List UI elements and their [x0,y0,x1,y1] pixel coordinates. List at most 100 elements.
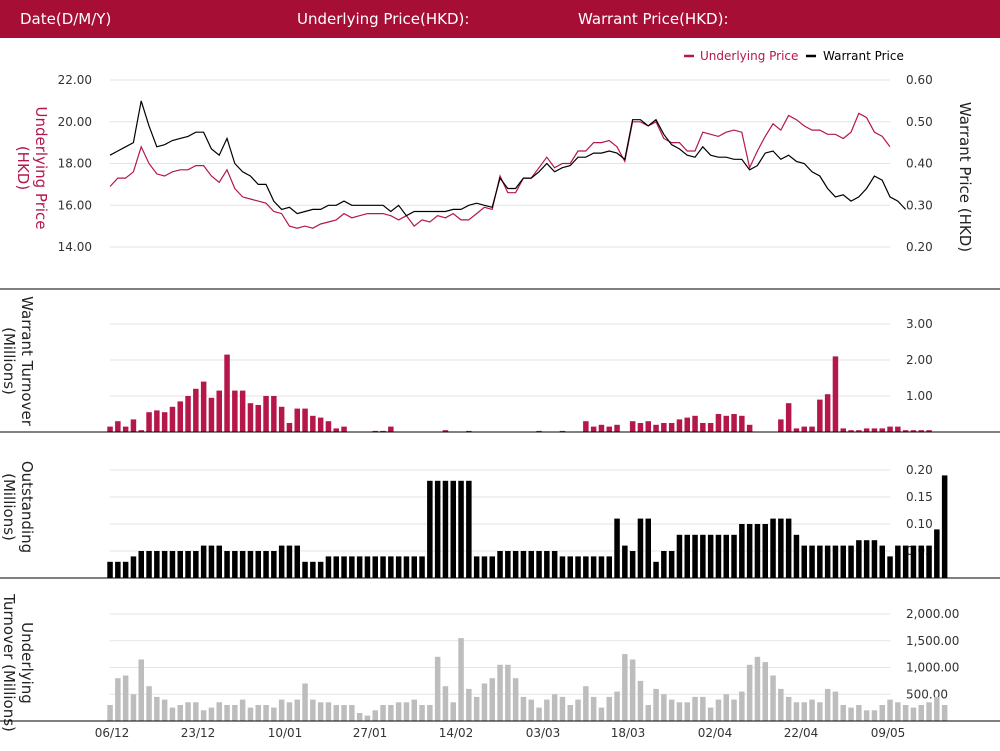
warrant-turnover-bar [177,401,183,432]
warrant-turnover-bar [286,423,293,432]
underlying-turnover-bar [130,694,137,722]
underlying-turnover-bar [895,702,901,721]
warrant-turnover-bar [801,426,807,432]
outstanding-bar [762,524,768,578]
underlying-turnover-bar [271,707,277,721]
underlying-turnover-bar [216,702,222,721]
warrant-turnover-bar [739,415,745,432]
underlying-turnover-bar [622,654,628,721]
y-tick-label: 1,000.00 [906,661,959,675]
outstanding-bar [926,545,932,578]
y-left-tick-label: 16.00 [58,198,92,212]
warrant-turnover-bar [302,408,308,432]
outstanding-bar [278,545,285,578]
outstanding-bar [692,534,698,578]
y-tick-label: 2.00 [906,353,933,367]
underlying-turnover-bar [801,702,807,721]
outstanding-bar [606,556,612,578]
warrant-turnover-bar [715,414,722,432]
warrant-turnover-bar [793,428,800,432]
outstanding-bar [863,540,870,578]
outstanding-bar [450,480,456,578]
y-left-tick-label: 18.00 [58,157,92,171]
warrant-turnover-bar [879,428,885,432]
warrant-turnover-bar [388,426,394,432]
outstanding-bar [310,561,316,578]
warrant-turnover-bar [583,421,589,432]
underlying-turnover-bar [263,705,269,721]
underlying-turnover-bar [700,696,706,721]
outstanding-bar [497,551,503,578]
underlying-turnover-bar [684,702,690,721]
outstanding-bar [871,540,878,578]
outstanding-bar [668,551,675,578]
warrant-price-line [109,100,907,217]
underlying-turnover-bar [809,699,815,721]
underlying-turnover-bar [793,702,800,721]
warrant-price-label: Warrant Price(HKD): [578,10,729,28]
outstanding-bar [395,556,402,578]
outstanding-bar [247,551,254,578]
warrant-turnover-bar [809,426,815,432]
x-tick-label: 27/01 [353,726,388,740]
outstanding-bar [434,480,441,578]
outstanding-bar [403,556,410,578]
outstanding-bar [138,551,144,578]
underlying-turnover-bar [739,691,745,721]
warrant-turnover-bar [746,424,753,432]
outstanding-bar [536,551,542,578]
underlying-turnover-bar [848,707,854,721]
warrant-turnover-bar [637,423,644,432]
outstanding-bar [622,545,628,578]
underlying-turnover-bar [154,696,160,721]
underlying-turnover-bar [489,678,495,721]
underlying-turnover-bar [458,638,464,721]
underlying-turnover-bar [208,707,215,721]
outstanding-bar [551,551,558,578]
underlying-turnover-bar [497,664,503,721]
outstanding-bar [707,534,714,578]
outstanding-bar [169,551,176,578]
warrant-turnover-bar [239,390,246,432]
warrant-turnover-bar [193,388,199,432]
warrant-turnover-bar [778,419,784,432]
underlying-turnover-bar [528,699,534,721]
outstanding-bar [832,545,839,578]
underlying-turnover-bar [177,705,183,721]
outstanding-bar [902,545,909,578]
underlying-turnover-bar [723,694,729,722]
underlying-turnover-bar [840,705,846,721]
warrant-turnover-bar [887,426,893,432]
underlying-turnover-bar [536,707,542,721]
underlying-turnover-bar [754,656,761,721]
underlying-turnover-bar [286,702,293,721]
outstanding-bar [489,556,495,578]
underlying-turnover-bar [333,705,339,721]
outstanding-bar [349,556,355,578]
outstanding-bar [824,545,831,578]
y-tick-label: 0.15 [906,490,933,504]
underlying-turnover-bar [255,705,261,721]
outstanding-bar [512,551,519,578]
underlying-turnover-bar [294,699,300,721]
outstanding-bar [130,556,137,578]
underlying-turnover-bar [239,699,246,721]
outstanding-bar [941,475,948,578]
outstanding-bar [629,551,636,578]
outstanding-bar [731,534,737,578]
underlying-turnover-bar [668,699,675,721]
warrant-turnover-bar [216,390,222,432]
outstanding-bar [793,534,800,578]
underlying-turnover-bar [466,688,472,721]
outstanding-bar [598,556,605,578]
underlying-turnover-bar [310,699,316,721]
panel-axis-title: UnderlyingTurnover (Millions) [0,593,36,732]
warrant-chart: 22.00 20.00 18.00 16.00 14.00 0.60 0.50 0.40 0.3… [0,49,1000,740]
outstanding-bar [934,529,940,578]
underlying-turnover-bar [325,702,332,721]
outstanding-bar [684,534,690,578]
underlying-turnover-bar [232,705,238,721]
outstanding-bar [341,556,347,578]
warrant-turnover-bar [926,430,932,432]
underlying-turnover-bar [146,686,152,721]
